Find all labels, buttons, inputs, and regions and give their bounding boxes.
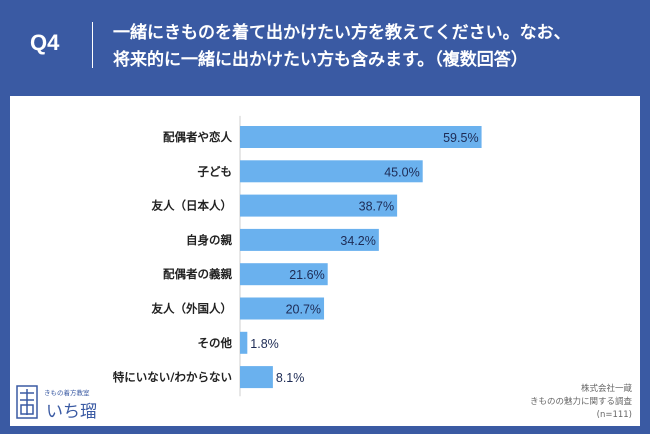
chart-card [10, 96, 640, 426]
value-label: 59.5% [443, 131, 478, 145]
value-label: 20.7% [286, 303, 321, 317]
bar [240, 331, 248, 354]
value-label: 21.6% [289, 268, 324, 282]
bar [240, 126, 482, 148]
value-label: 38.7% [359, 200, 394, 214]
category-label: 子ども [198, 164, 233, 178]
company-logo: きもの着方教室 いち瑠 [16, 385, 136, 422]
header-divider [92, 22, 93, 68]
bar [240, 366, 273, 389]
bar [240, 228, 379, 251]
category-label: 配偶者の義親 [163, 267, 232, 281]
source-company: 株式会社一蔵 [580, 384, 632, 394]
source-survey: きものの魅力に関する調査 [529, 397, 632, 407]
bar [240, 194, 398, 217]
logo-name: いち瑠 [46, 402, 97, 422]
question-line-1: 一緒にきものを着て出かけたい方を教えてください。なお、 [113, 23, 571, 43]
category-label: 特にいない/わからない [113, 370, 232, 384]
question-text: 一緒にきものを着て出かけたい方を教えてください。なお、 将来的に一緒に出かけたい… [113, 20, 633, 74]
bar [240, 297, 325, 320]
category-label: 自身の親 [186, 233, 232, 247]
source-note: 株式会社一蔵 きものの魅力に関する調査 (n=111) [530, 383, 632, 422]
source-sample-size: (n=111) [596, 410, 632, 420]
value-label: 34.2% [340, 234, 375, 248]
logo-mark-icon [16, 385, 38, 419]
value-label: 1.8% [250, 337, 278, 351]
question-number: Q4 [30, 30, 60, 55]
value-label: 45.0% [384, 165, 419, 179]
category-label: 配偶者や恋人 [163, 130, 232, 144]
question-header: Q4 一緒にきものを着て出かけたい方を教えてください。なお、 将来的に一緒に出か… [0, 0, 650, 92]
category-label: 友人（外国人） [152, 302, 233, 316]
bar [240, 160, 423, 183]
logo-tagline: きもの着方教室 [44, 389, 90, 397]
bar [240, 263, 328, 286]
category-label: その他 [198, 336, 233, 350]
question-line-2: 将来的に一緒に出かけたい方も含みます。（複数回答） [113, 50, 528, 70]
category-label: 友人（日本人） [152, 199, 233, 213]
value-label: 8.1% [276, 371, 305, 385]
